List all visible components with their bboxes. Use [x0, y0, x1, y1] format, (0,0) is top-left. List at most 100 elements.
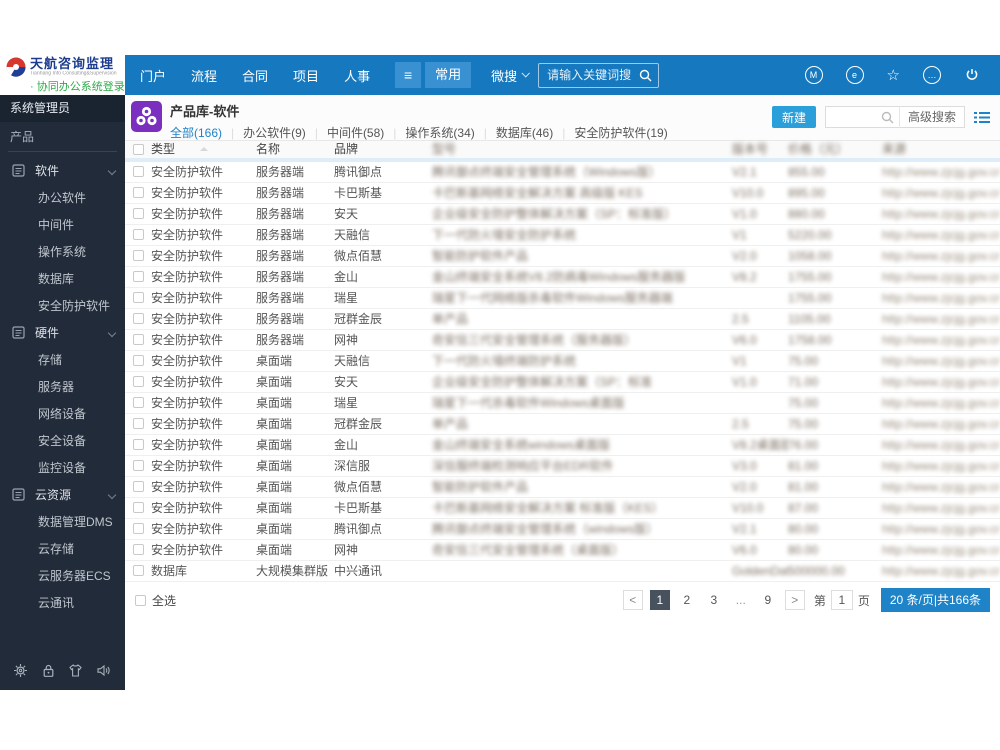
- table-row[interactable]: 安全防护软件 服务器端 冠群金辰 单产品 2.5 1105.00 http://www.zj…: [125, 309, 1000, 330]
- nav-item[interactable]: 人事: [344, 68, 371, 84]
- sidebar-role[interactable]: 系统管理员: [0, 95, 125, 122]
- page-size-badge[interactable]: 20 条/页|共166条: [880, 588, 990, 612]
- favorites-star-icon[interactable]: ☆: [886, 66, 900, 84]
- sidebar-item[interactable]: 云存储: [38, 542, 75, 556]
- sidebar-item[interactable]: 服务器: [38, 380, 75, 394]
- tab-4[interactable]: 数据库(46): [475, 124, 553, 141]
- m-app-icon[interactable]: M: [804, 66, 823, 84]
- nav-item[interactable]: 门户: [140, 68, 167, 84]
- app-logo[interactable]: 天航咨询监理 Tianhang Info Consulting&Supervis…: [0, 55, 125, 95]
- search-scope-dropdown[interactable]: 微搜: [491, 66, 531, 85]
- row-checkbox[interactable]: [133, 418, 144, 429]
- nav-item[interactable]: 流程: [191, 68, 218, 84]
- table-row[interactable]: 安全防护软件 服务器端 卡巴斯基 卡巴斯基网络安全解决方案 高级版 KES V10.0 8…: [125, 183, 1000, 204]
- sidebar-item[interactable]: 存储: [38, 353, 63, 367]
- table-row[interactable]: 安全防护软件 服务器端 瑞星 瑞星下一代网络版杀毒软件Windows服务器端 1755.…: [125, 288, 1000, 309]
- row-checkbox[interactable]: [133, 313, 144, 324]
- row-checkbox[interactable]: [133, 250, 144, 261]
- row-checkbox[interactable]: [133, 166, 144, 177]
- login-link[interactable]: · 协同办公系统登录: [30, 81, 125, 93]
- table-row[interactable]: 安全防护软件 桌面端 网神 奇安信三代安全管理系统（桌面版） V6.0 80.00 http…: [125, 540, 1000, 561]
- row-checkbox[interactable]: [133, 376, 144, 387]
- page-button[interactable]: 3: [703, 590, 724, 610]
- sidebar-item[interactable]: 安全防护软件: [38, 299, 111, 313]
- sidebar-item[interactable]: 网络设备: [38, 407, 87, 421]
- table-row[interactable]: 安全防护软件 服务器端 腾讯御点 腾讯御点终端安全管理系统（Windows版） V2.1…: [125, 162, 1000, 183]
- page-button[interactable]: 9: [757, 590, 778, 610]
- table-row[interactable]: 安全防护软件 桌面端 腾讯御点 腾讯御点终端安全管理系统（windows版） V2.1 8…: [125, 519, 1000, 540]
- table-row[interactable]: 安全防护软件 桌面端 天融信 下一代防火墙终端防护系统 V1 75.00 http://ww…: [125, 351, 1000, 372]
- table-row[interactable]: 安全防护软件 桌面端 金山 金山终端安全系统windows桌面版 V8.2桌面版 76.0…: [125, 435, 1000, 456]
- select-all[interactable]: 全选: [135, 592, 176, 609]
- row-checkbox[interactable]: [133, 502, 144, 513]
- tab-2[interactable]: 中间件(58): [306, 124, 384, 141]
- sidebar-item[interactable]: 中间件: [38, 218, 75, 232]
- page-button[interactable]: 2: [676, 590, 697, 610]
- search-icon[interactable]: [639, 69, 652, 82]
- nav-item[interactable]: 合同: [242, 68, 269, 84]
- row-checkbox[interactable]: [133, 355, 144, 366]
- message-icon[interactable]: e: [845, 66, 864, 84]
- tab-3[interactable]: 操作系统(34): [384, 124, 474, 141]
- table-row[interactable]: 安全防护软件 服务器端 微点佰慧 智能防护软件产品 V2.0 1058.00 http://…: [125, 246, 1000, 267]
- tab-1[interactable]: 办公软件(9): [222, 124, 306, 141]
- lock-screen-icon[interactable]: [41, 663, 56, 678]
- sidebar-group-2[interactable]: 云资源: [0, 481, 125, 508]
- list-view-icon[interactable]: [974, 111, 990, 124]
- row-checkbox[interactable]: [133, 187, 144, 198]
- table-row[interactable]: 安全防护软件 服务器端 金山 金山终端安全系统V8.2防病毒Windows服务器版 V8…: [125, 267, 1000, 288]
- power-icon[interactable]: [964, 67, 980, 83]
- search-icon[interactable]: [876, 111, 899, 124]
- table-row[interactable]: 安全防护软件 服务器端 天融信 下一代防火墙安全防护系统 V1 5220.00 http:/…: [125, 225, 1000, 246]
- sound-volume-icon[interactable]: [96, 663, 112, 678]
- page-nav-button[interactable]: >: [784, 590, 805, 610]
- sidebar-group-0[interactable]: 软件: [0, 157, 125, 184]
- sidebar-group-1[interactable]: 硬件: [0, 319, 125, 346]
- sidebar-item[interactable]: 办公软件: [38, 191, 87, 205]
- row-checkbox[interactable]: [133, 460, 144, 471]
- more-options-icon[interactable]: …: [923, 66, 941, 84]
- row-checkbox[interactable]: [133, 439, 144, 450]
- row-checkbox[interactable]: [133, 229, 144, 240]
- row-checkbox[interactable]: [133, 523, 144, 534]
- nav-search-input[interactable]: [545, 67, 640, 83]
- table-row[interactable]: 安全防护软件 桌面端 卡巴斯基 卡巴斯基网络安全解决方案 标准版（KES） V10.0 8…: [125, 498, 1000, 519]
- sidebar-item[interactable]: 操作系统: [38, 245, 87, 259]
- advanced-search-button[interactable]: 高级搜索: [898, 106, 964, 128]
- table-search-input[interactable]: [825, 110, 876, 124]
- row-checkbox[interactable]: [133, 565, 144, 576]
- table-row[interactable]: 安全防护软件 桌面端 微点佰慧 智能防护软件产品 V2.0 81.00 http://www…: [125, 477, 1000, 498]
- nav-menu-button[interactable]: ≡: [395, 62, 422, 88]
- new-button[interactable]: 新建: [771, 106, 816, 128]
- table-row[interactable]: 安全防护软件 桌面端 安天 企业级安全防护整体解决方案（SP：标准 V1.0 71.00 h…: [125, 372, 1000, 393]
- page-nav-button[interactable]: <: [622, 590, 643, 610]
- table-row[interactable]: 安全防护软件 桌面端 瑞星 瑞星下一代杀毒软件Windows桌面版 75.00 http:…: [125, 393, 1000, 414]
- nav-item[interactable]: 项目: [293, 68, 320, 84]
- row-checkbox[interactable]: [133, 271, 144, 282]
- row-checkbox[interactable]: [133, 481, 144, 492]
- row-checkbox[interactable]: [133, 544, 144, 555]
- select-all-checkbox[interactable]: [135, 594, 146, 606]
- sidebar-item[interactable]: 监控设备: [38, 461, 87, 475]
- page-jump-input[interactable]: 1: [830, 590, 853, 610]
- sidebar-item[interactable]: 数据库: [38, 272, 75, 286]
- theme-shirt-icon[interactable]: [68, 663, 83, 678]
- table-row[interactable]: 安全防护软件 桌面端 深信服 深信服终端检测响应平台EDR软件 V3.0 81.00 htt…: [125, 456, 1000, 477]
- table-row[interactable]: 安全防护软件 服务器端 网神 奇安信三代安全管理系统（服务器版） V6.0 1758.00…: [125, 330, 1000, 351]
- sidebar-item[interactable]: 安全设备: [38, 434, 87, 448]
- row-checkbox[interactable]: [133, 292, 144, 303]
- table-row[interactable]: 安全防护软件 服务器端 安天 企业级安全防护整体解决方案（SP：标准版） V1.0 880…: [125, 204, 1000, 225]
- tab-0[interactable]: 全部(166): [170, 126, 223, 151]
- header-checkbox[interactable]: [133, 144, 144, 155]
- nav-item-active[interactable]: 常用: [425, 62, 472, 88]
- sidebar-item[interactable]: 云通讯: [38, 596, 75, 610]
- page-button[interactable]: 1: [649, 590, 670, 610]
- row-checkbox[interactable]: [133, 334, 144, 345]
- row-checkbox[interactable]: [133, 397, 144, 408]
- row-checkbox[interactable]: [133, 208, 144, 219]
- sidebar-item[interactable]: 云服务器ECS: [38, 569, 111, 583]
- sidebar-item[interactable]: 数据管理DMS: [38, 515, 113, 529]
- tab-5[interactable]: 安全防护软件(19): [553, 124, 667, 141]
- table-row[interactable]: 安全防护软件 桌面端 冠群金辰 单产品 2.5 75.00 http://www.zjcjg…: [125, 414, 1000, 435]
